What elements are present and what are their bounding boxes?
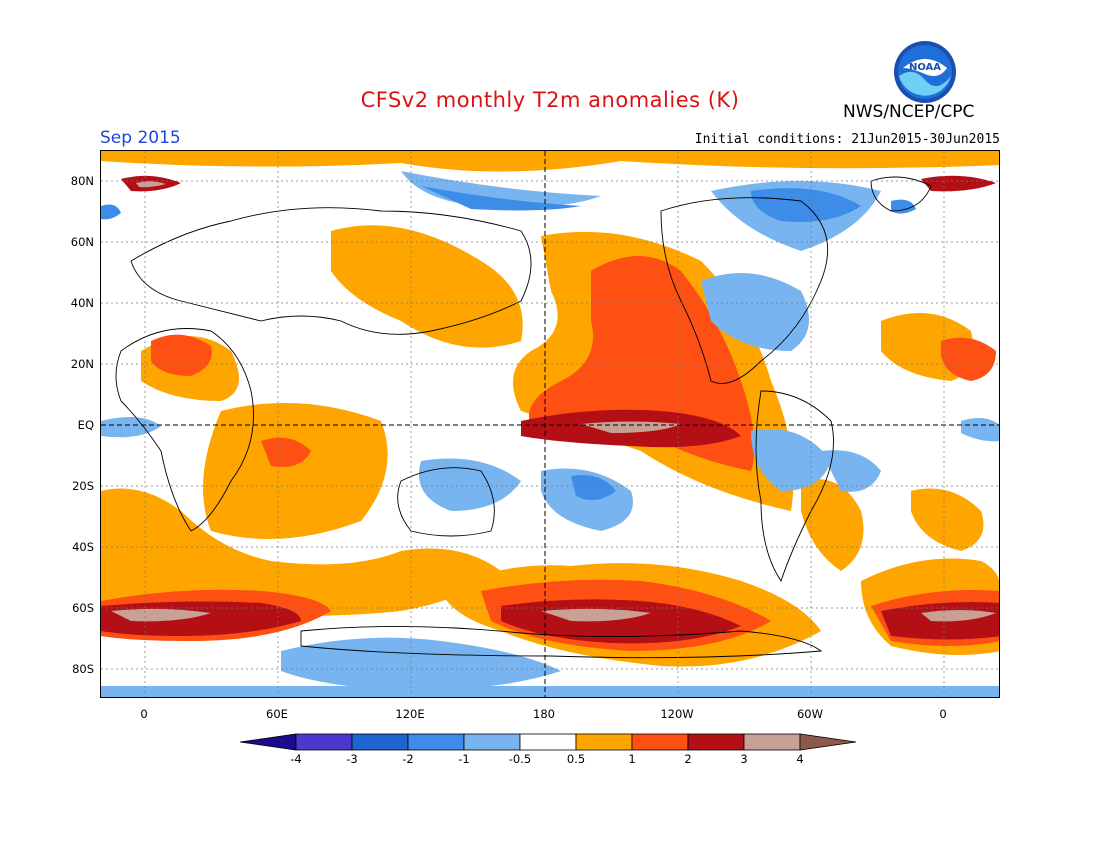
colorbar-label: -3 [346,752,358,766]
colorbar-segment [575,733,633,751]
lon-label: 60E [266,707,288,721]
colorbar-label: -1 [458,752,470,766]
lat-label: 40N [70,296,94,310]
lat-label: EQ [77,418,94,432]
cool-anomaly-shading [101,171,999,697]
lat-label: 20N [70,357,94,371]
africa-outline [115,328,254,532]
colorbar-label: -2 [402,752,414,766]
lon-label: 120E [395,707,425,721]
lat-label: 80N [70,174,94,188]
lon-label: 120W [660,707,694,721]
colorbar-label: 3 [740,752,748,766]
noaa-logo-icon: NOAA [894,41,956,103]
colorbar-label: 2 [684,752,692,766]
lat-label: 40S [72,540,94,554]
lon-label: 0 [140,707,148,721]
strong-cool-shading [101,186,916,500]
eurasia-outline [130,207,532,335]
chart-title: CFSv2 monthly T2m anomalies (K) [360,88,740,112]
colorbar-segment [631,733,689,751]
colorbar-segment [519,733,577,751]
australia-outline [397,467,495,537]
svg-text:NOAA: NOAA [909,62,941,73]
south-america-outline [755,390,834,583]
map-canvas [101,151,999,697]
colorbar-segment [463,733,521,751]
lat-label: 60N [70,235,94,249]
lat-label: 60S [72,601,94,615]
initial-conditions: Initial conditions: 21Jun2015-30Jun2015 [694,132,1000,147]
colorbar-label: 4 [796,752,804,766]
north-america-outline [660,197,829,384]
colorbar-segment [687,733,745,751]
lat-label: 20S [72,479,94,493]
colorbar-segment [407,733,465,751]
colorbar-high-cap [799,733,857,751]
colorbar-label: -4 [290,752,302,766]
greenland-outline [870,176,932,212]
colorbar [240,733,857,751]
colorbar-label: -0.5 [508,752,532,766]
extreme-warm-shading [111,181,996,622]
lat-label: 80S [72,662,94,676]
coastlines [115,176,932,659]
forecast-month: Sep 2015 [100,128,181,148]
colorbar-label: 0.5 [566,752,586,766]
agency-label: NWS/NCEP/CPC [843,102,975,122]
lon-label: 180 [533,707,555,721]
colorbar-label: 1 [628,752,636,766]
grid-lines [101,151,999,697]
colorbar-segment [351,733,409,751]
antarctica-outline [300,626,823,659]
anomaly-map [100,150,1000,698]
colorbar-segment [295,733,353,751]
colorbar-segment [743,733,801,751]
lon-label: 0 [939,707,947,721]
lon-label: 60W [796,707,823,721]
reference-lines [101,151,999,697]
colorbar-low-cap [240,733,297,751]
